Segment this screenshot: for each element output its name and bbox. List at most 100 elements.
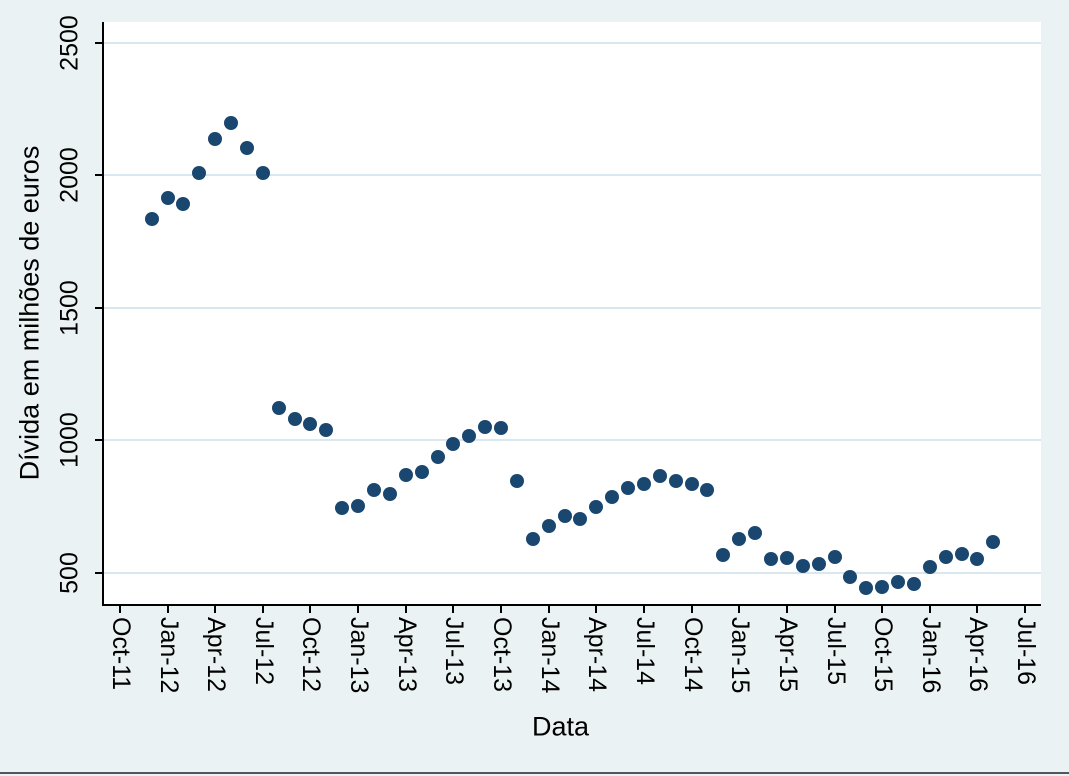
x-tick-label: Oct-12 xyxy=(297,617,326,693)
data-point xyxy=(668,474,683,489)
data-point xyxy=(462,428,477,443)
plot-area xyxy=(104,22,1041,604)
x-tick xyxy=(595,604,598,613)
x-tick xyxy=(261,604,264,613)
data-point xyxy=(382,487,397,501)
gridline xyxy=(104,439,1041,442)
x-tick-label: Oct-15 xyxy=(869,617,898,693)
data-point xyxy=(764,551,779,566)
x-tick xyxy=(928,604,931,613)
y-tick xyxy=(95,306,104,309)
data-point xyxy=(366,482,381,497)
data-point xyxy=(652,468,667,483)
y-tick xyxy=(95,571,104,574)
x-tick-label: Jul-13 xyxy=(440,617,469,686)
data-point xyxy=(875,579,890,594)
data-point xyxy=(891,575,906,590)
data-point xyxy=(922,559,937,574)
data-point xyxy=(954,546,969,561)
data-point xyxy=(398,467,413,482)
data-point xyxy=(938,550,953,565)
x-tick xyxy=(785,604,788,613)
data-point xyxy=(478,419,493,434)
data-point xyxy=(716,548,731,563)
data-point xyxy=(509,473,524,488)
x-axis-line xyxy=(102,604,1041,606)
y-tick-label: 2500 xyxy=(55,14,84,71)
data-point xyxy=(859,580,874,595)
data-point xyxy=(287,412,302,426)
y-tick xyxy=(95,41,104,44)
y-tick xyxy=(95,439,104,442)
x-tick-label: Jul-15 xyxy=(821,617,850,686)
y-axis-title: Dívida em milhões de euros xyxy=(14,145,45,481)
data-point xyxy=(906,577,921,592)
x-tick xyxy=(738,604,741,613)
data-point xyxy=(271,400,286,415)
data-point xyxy=(748,526,763,541)
data-point xyxy=(144,211,159,226)
data-point xyxy=(239,141,254,156)
x-tick xyxy=(404,604,407,613)
data-point xyxy=(970,551,985,566)
x-axis-title: Data xyxy=(531,711,590,742)
data-point xyxy=(351,499,366,514)
data-point xyxy=(303,416,318,431)
data-point xyxy=(224,115,239,130)
x-tick-label: Oct-11 xyxy=(106,617,135,691)
x-tick xyxy=(976,604,979,613)
x-tick xyxy=(690,604,693,613)
data-point xyxy=(255,166,270,181)
x-tick-label: Oct-13 xyxy=(488,617,517,693)
y-tick-label: 500 xyxy=(55,551,84,594)
x-tick-label: Jan-12 xyxy=(154,617,183,694)
gridline xyxy=(104,174,1041,177)
data-point xyxy=(160,190,175,205)
x-tick xyxy=(1024,604,1027,613)
x-tick-label: Apr-14 xyxy=(583,617,612,693)
data-point xyxy=(684,477,699,492)
data-point xyxy=(589,499,604,514)
data-point xyxy=(795,559,810,574)
x-tick xyxy=(214,604,217,613)
x-tick-label: Jul-16 xyxy=(1012,617,1041,686)
y-tick-label: 2000 xyxy=(55,147,84,203)
x-tick xyxy=(547,604,550,613)
x-tick xyxy=(309,604,312,613)
y-tick-label: 1500 xyxy=(55,279,84,336)
x-tick-label: Jan-15 xyxy=(726,617,755,694)
x-tick-label: Apr-15 xyxy=(773,617,802,693)
gridline xyxy=(104,571,1041,574)
x-tick-label: Jan-16 xyxy=(916,617,945,694)
y-tick xyxy=(95,174,104,177)
data-point xyxy=(557,509,572,524)
data-point xyxy=(827,550,842,565)
x-tick-label: Apr-12 xyxy=(202,617,231,693)
x-tick xyxy=(500,604,503,613)
x-tick-label: Jul-12 xyxy=(249,617,278,686)
data-point xyxy=(192,166,207,181)
data-point xyxy=(525,531,540,546)
x-tick xyxy=(118,604,121,613)
x-tick xyxy=(881,604,884,613)
x-tick-label: Jan-13 xyxy=(345,617,374,694)
x-tick xyxy=(166,604,169,613)
data-point xyxy=(605,490,620,505)
data-point xyxy=(208,132,223,147)
x-tick xyxy=(642,604,645,613)
y-axis-line xyxy=(102,22,104,606)
data-point xyxy=(732,532,747,547)
x-tick xyxy=(833,604,836,613)
x-tick-label: Jul-14 xyxy=(630,617,659,686)
x-tick xyxy=(452,604,455,613)
data-point xyxy=(446,436,461,451)
data-point xyxy=(335,501,350,516)
y-tick-label: 1000 xyxy=(55,412,84,469)
data-point xyxy=(573,511,588,526)
x-tick-label: Apr-16 xyxy=(964,617,993,693)
x-tick-label: Apr-13 xyxy=(392,617,421,693)
x-tick-label: Oct-14 xyxy=(678,617,707,693)
x-tick-label: Jan-14 xyxy=(535,617,564,694)
data-point xyxy=(811,556,826,571)
